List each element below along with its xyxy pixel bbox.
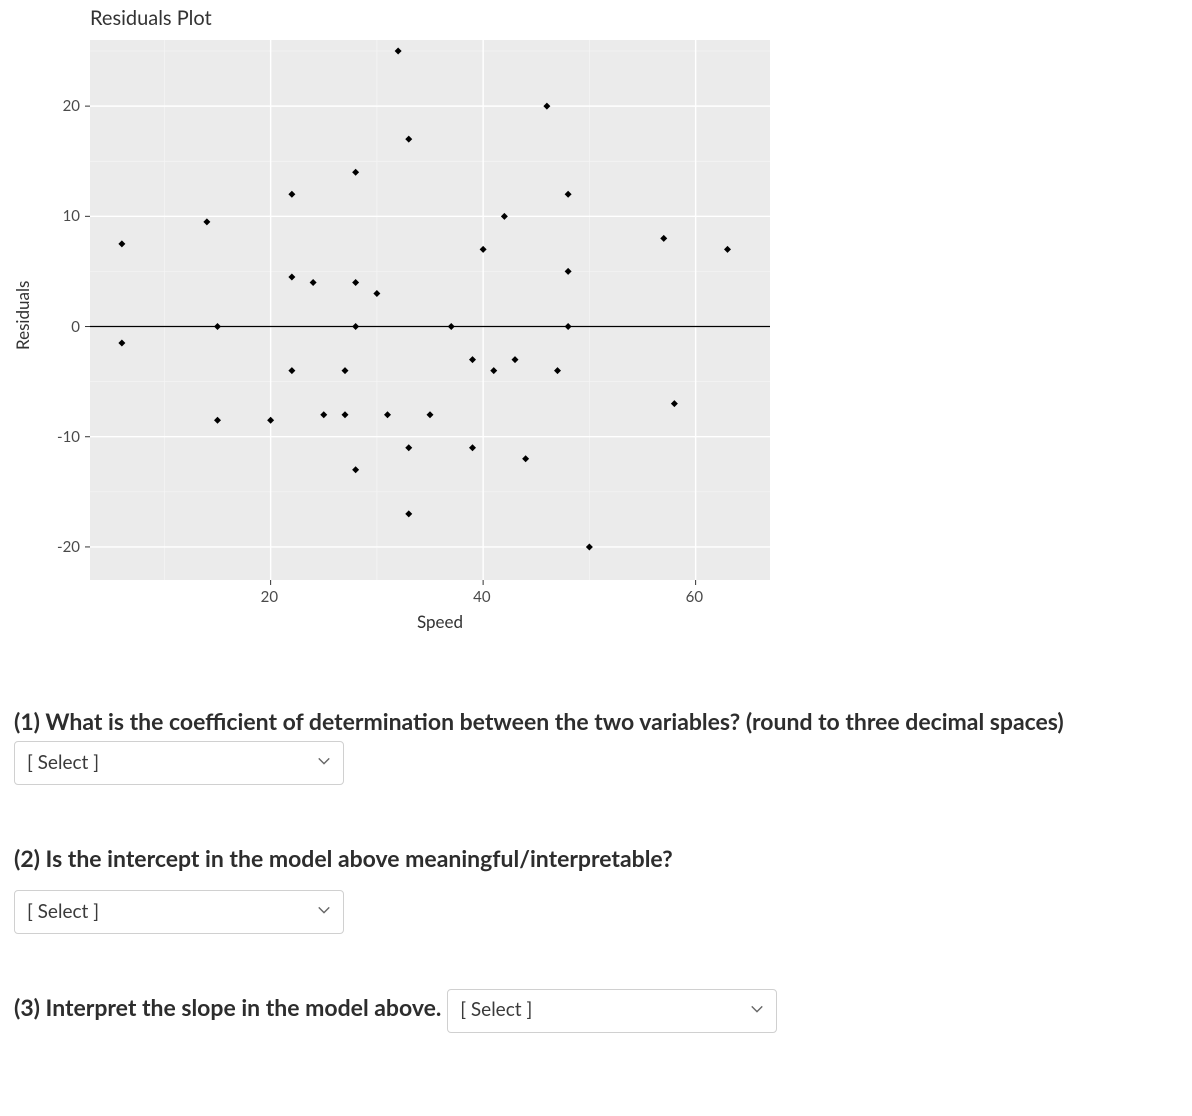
x-tick-label: 20: [261, 588, 278, 606]
q1-select[interactable]: [ Select ]: [14, 741, 344, 785]
question-1-text: (1) What is the coefficient of determina…: [14, 707, 1064, 735]
question-1: (1) What is the coefficient of determina…: [14, 702, 1178, 785]
question-2: (2) Is the intercept in the model above …: [14, 839, 1178, 934]
q3-select-label: [ Select ]: [460, 994, 532, 1026]
y-tick-label: 0: [71, 318, 80, 336]
x-axis-label: Speed: [10, 611, 790, 632]
y-tick-label: -20: [57, 538, 80, 556]
chevron-down-icon: [317, 900, 331, 924]
x-tick-label: 40: [473, 588, 490, 606]
y-tick-label: -10: [57, 428, 80, 446]
chevron-down-icon: [750, 999, 764, 1023]
y-tick-label: 10: [63, 207, 80, 225]
question-3: (3) Interpret the slope in the model abo…: [14, 988, 1178, 1032]
q1-select-label: [ Select ]: [27, 747, 99, 779]
plot-area: [90, 40, 770, 580]
q2-select-label: [ Select ]: [27, 896, 99, 928]
y-axis-label: Residuals: [12, 281, 33, 350]
residuals-chart: Residuals Plot Residuals Speed 20 40 60 -20…: [10, 0, 790, 640]
questions-section: (1) What is the coefficient of determina…: [0, 640, 1192, 1073]
question-2-text: (2) Is the intercept in the model above …: [14, 844, 673, 872]
chart-title: Residuals Plot: [90, 6, 212, 30]
q3-select[interactable]: [ Select ]: [447, 989, 777, 1033]
question-3-text: (3) Interpret the slope in the model abo…: [14, 993, 441, 1021]
x-tick-label: 60: [686, 588, 703, 606]
q2-select[interactable]: [ Select ]: [14, 890, 344, 934]
y-tick-label: 20: [63, 97, 80, 115]
chevron-down-icon: [317, 751, 331, 775]
